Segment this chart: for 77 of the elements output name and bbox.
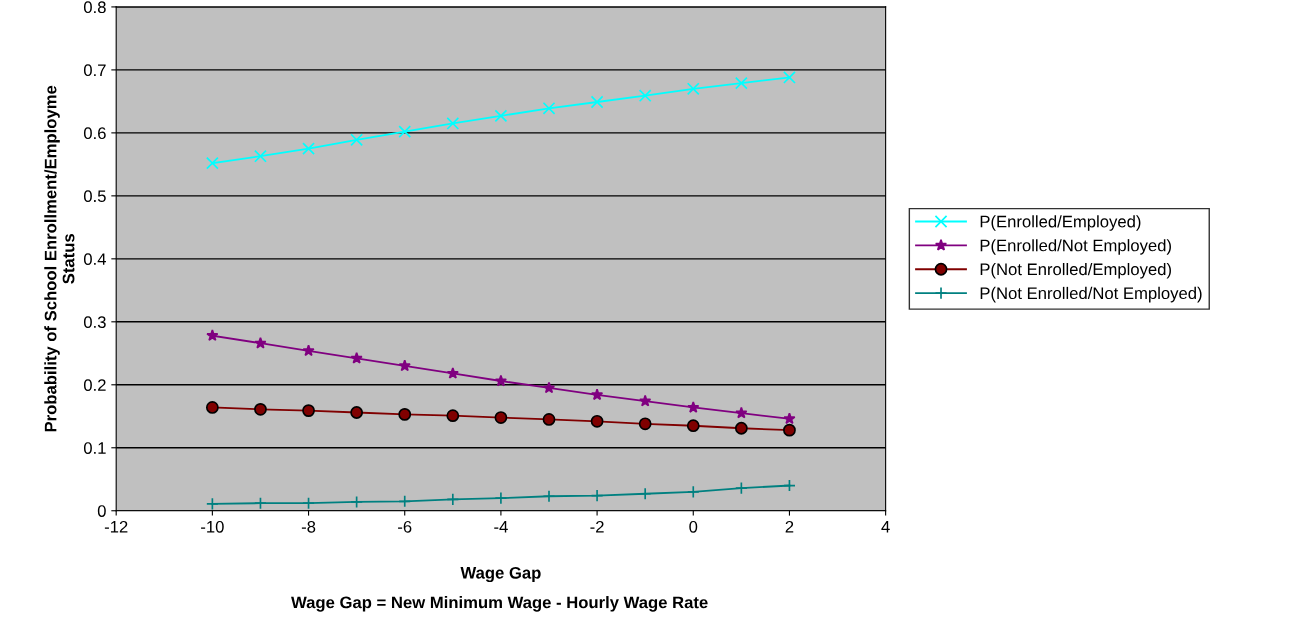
point <box>254 336 267 349</box>
point <box>494 109 508 123</box>
point <box>783 423 796 437</box>
x-tick-label: 4 <box>881 521 890 533</box>
point <box>446 367 459 379</box>
point <box>205 156 219 170</box>
point <box>590 414 604 428</box>
x-tick-label: -2 <box>590 520 604 533</box>
y-tick-label: 0.4 <box>83 253 106 266</box>
point <box>639 394 652 407</box>
point <box>686 82 700 96</box>
point <box>446 409 460 423</box>
x-tick-label: -8 <box>301 520 316 533</box>
point <box>446 117 460 130</box>
point <box>638 89 652 103</box>
point <box>205 497 219 511</box>
point <box>398 494 412 508</box>
point <box>206 329 219 341</box>
x-tick-label: -10 <box>201 520 224 533</box>
point <box>350 133 364 147</box>
point <box>302 404 315 418</box>
point <box>734 76 748 90</box>
point <box>687 401 700 413</box>
point <box>446 493 460 506</box>
point <box>542 413 556 426</box>
x-tick-label: -4 <box>494 521 508 533</box>
point <box>783 412 796 425</box>
point <box>205 401 219 414</box>
point <box>542 381 556 394</box>
y-tick-label: 0.1 <box>83 442 106 454</box>
point <box>734 421 748 435</box>
point <box>686 419 700 433</box>
point <box>734 481 748 495</box>
y-tick-label: 0.6 <box>83 127 106 140</box>
point <box>302 496 315 510</box>
legend-label: P(Enrolled/Not Employed) <box>980 239 1171 255</box>
point <box>350 406 364 419</box>
y-tick-label: 0.5 <box>83 190 106 203</box>
point <box>735 406 748 419</box>
point <box>302 344 315 357</box>
y-tick-label: 0.3 <box>83 316 106 329</box>
point <box>398 359 411 372</box>
legend-label: P(Not Enrolled/Employed) <box>980 263 1171 279</box>
point <box>398 407 412 421</box>
y-tick-label: 0 <box>97 505 106 517</box>
x-tick-label: 2 <box>785 520 794 533</box>
point <box>494 411 508 424</box>
point <box>350 495 364 509</box>
point <box>542 489 556 503</box>
y-tick-label: 0.8 <box>83 1 106 14</box>
point <box>302 142 315 156</box>
point <box>254 149 267 163</box>
x-axis-title: Wage Gap <box>460 566 541 583</box>
point <box>350 351 363 364</box>
point <box>398 125 412 139</box>
x-tick-label: -12 <box>104 520 128 533</box>
point <box>254 402 267 416</box>
y-tick-label: 0.7 <box>83 64 106 77</box>
point <box>590 95 604 109</box>
point <box>686 485 700 499</box>
point <box>254 496 267 510</box>
point <box>542 101 556 115</box>
point <box>638 417 652 431</box>
y-axis-title: Probability of School Enrollment/Employme Status <box>44 85 75 432</box>
x-tick-label: -6 <box>398 520 412 533</box>
point <box>783 479 796 492</box>
point <box>783 71 796 84</box>
legend-label: P(Enrolled/Employed) <box>980 215 1141 231</box>
legend-label: P(Not Enrolled/Not Employed) <box>980 286 1202 303</box>
point <box>638 487 652 501</box>
point <box>494 491 508 505</box>
point <box>590 489 604 503</box>
x-tick-label: 0 <box>689 520 698 533</box>
y-tick-label: 0.2 <box>83 379 106 391</box>
point <box>494 374 508 387</box>
text: Wage Gap = New Minimum Wage - Hourly Wage Rate <box>291 596 708 612</box>
point <box>590 388 604 401</box>
